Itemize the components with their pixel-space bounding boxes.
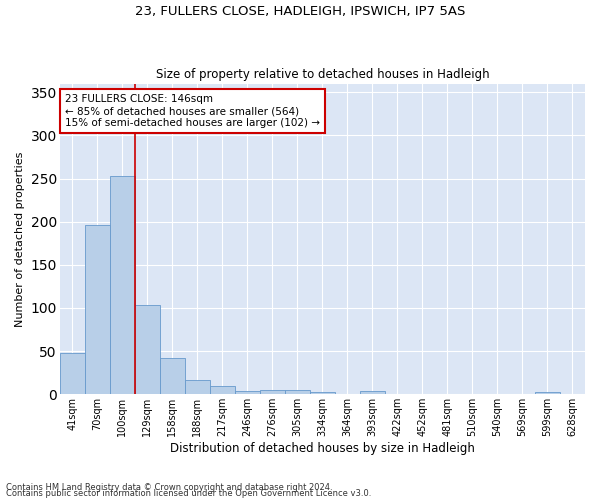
Bar [210,386,235,394]
Bar [110,176,135,394]
X-axis label: Distribution of detached houses by size in Hadleigh: Distribution of detached houses by size … [170,442,475,455]
Bar [185,380,210,394]
Text: Contains HM Land Registry data © Crown copyright and database right 2024.: Contains HM Land Registry data © Crown c… [6,483,332,492]
Text: 23, FULLERS CLOSE, HADLEIGH, IPSWICH, IP7 5AS: 23, FULLERS CLOSE, HADLEIGH, IPSWICH, IP… [135,5,465,18]
Bar [535,392,560,394]
Bar [235,391,260,394]
Bar [360,391,385,394]
Bar [160,358,185,395]
Bar [85,225,110,394]
Title: Size of property relative to detached houses in Hadleigh: Size of property relative to detached ho… [155,68,489,81]
Bar [310,392,335,394]
Bar [60,353,85,395]
Text: 23 FULLERS CLOSE: 146sqm
← 85% of detached houses are smaller (564)
15% of semi-: 23 FULLERS CLOSE: 146sqm ← 85% of detach… [65,94,320,128]
Bar [260,390,285,394]
Y-axis label: Number of detached properties: Number of detached properties [15,151,25,326]
Bar [135,306,160,394]
Text: Contains public sector information licensed under the Open Government Licence v3: Contains public sector information licen… [6,490,371,498]
Bar [285,390,310,394]
